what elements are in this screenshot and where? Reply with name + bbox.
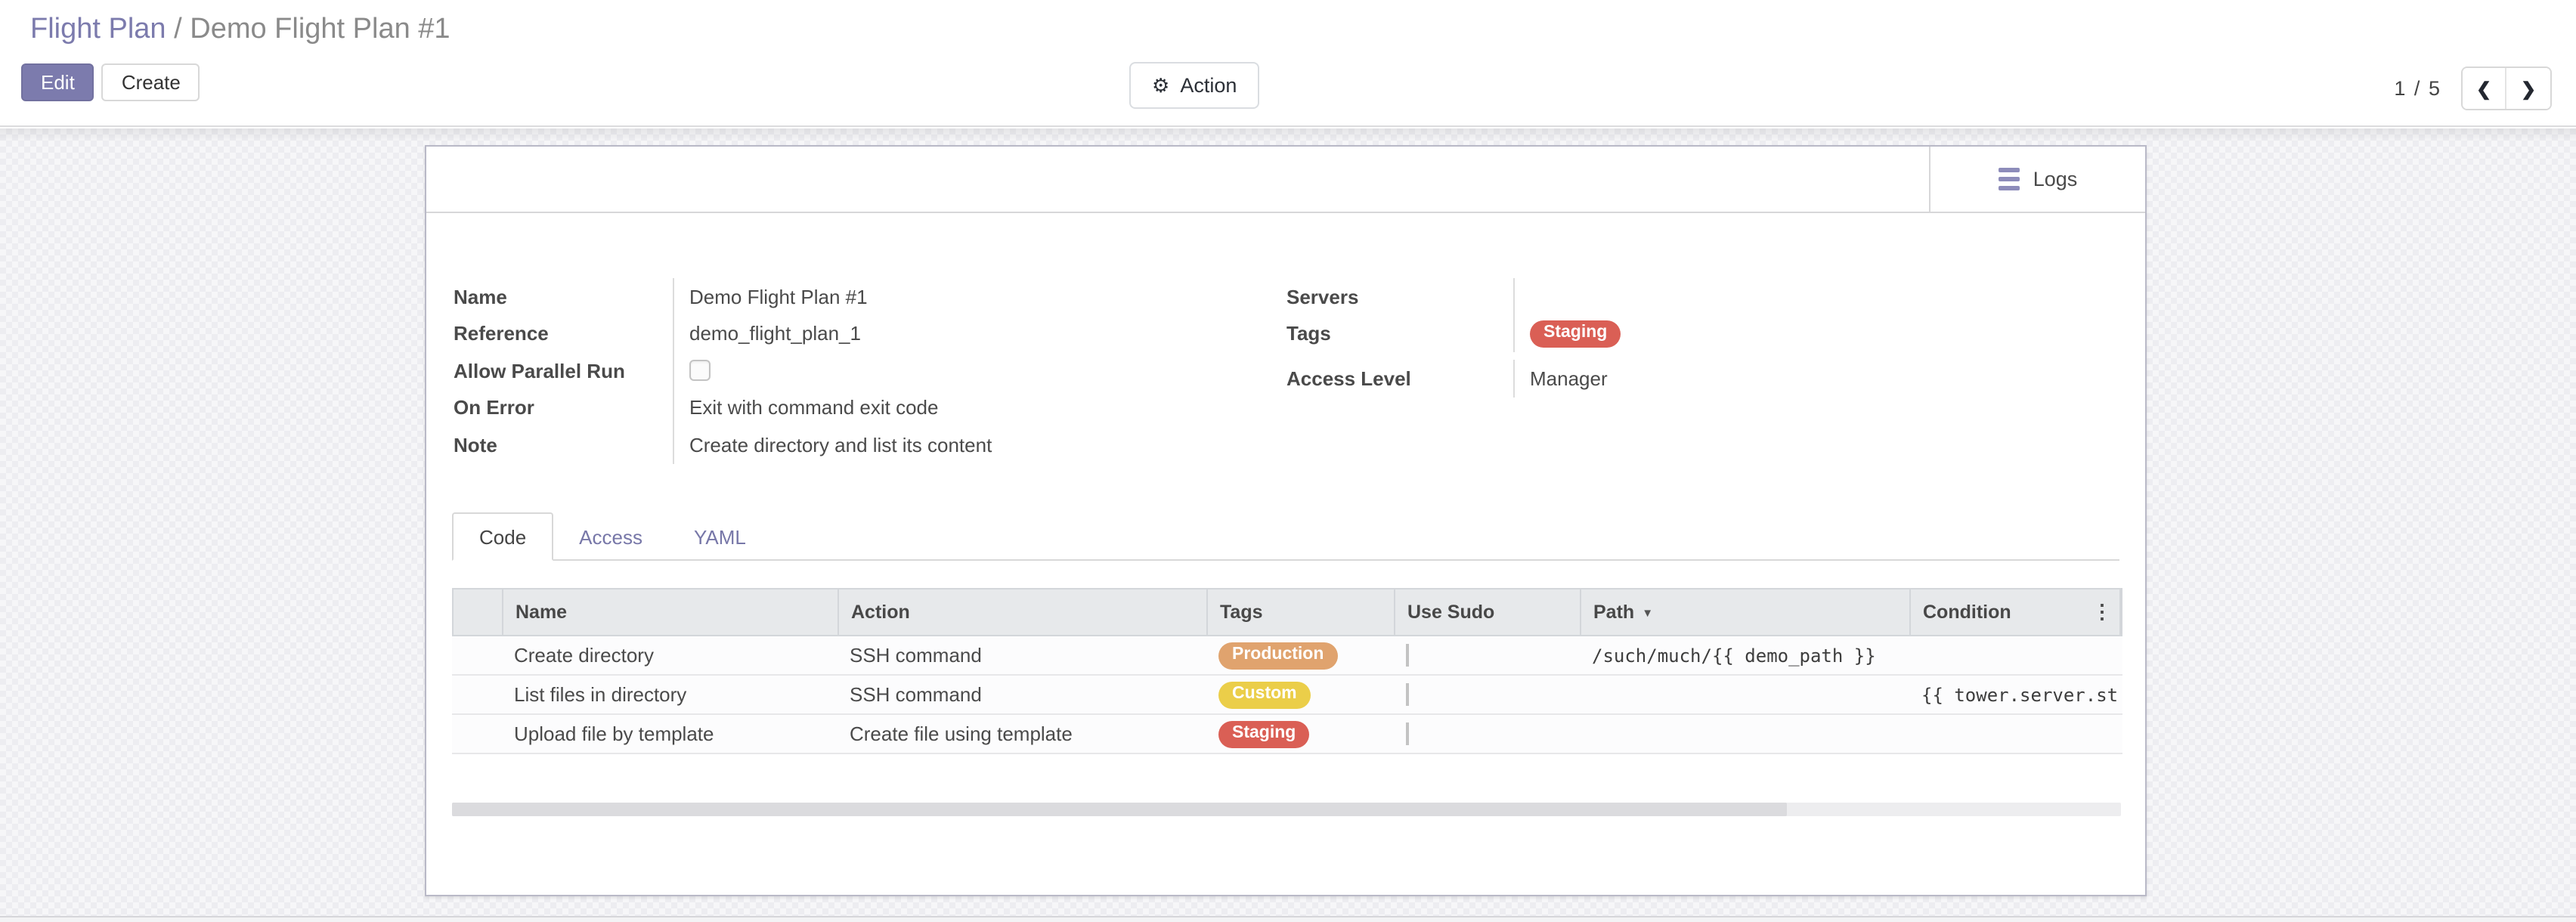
create-button[interactable]: Create	[101, 63, 200, 101]
notebook-tabs: Code Access YAML	[452, 512, 2119, 561]
on-error-value: Exit with command exit code	[673, 389, 1119, 426]
logs-button-label: Logs	[2033, 168, 2078, 190]
tab-code[interactable]: Code	[452, 512, 554, 561]
bottom-edge	[0, 916, 2576, 922]
logs-bars-icon	[1998, 167, 2020, 191]
field-note: Note Create directory and list its conte…	[454, 426, 1119, 463]
breadcrumb-parent-link[interactable]: Flight Plan	[30, 14, 166, 45]
content-area: Logs Name Demo Flight Plan #1 Reference …	[0, 128, 2576, 916]
action-button[interactable]: ⚙ Action	[1129, 62, 1260, 109]
scrollbar-thumb[interactable]	[452, 803, 1788, 816]
row-name-cell: List files in directory	[514, 683, 687, 706]
tag-badge-production: Production	[1218, 642, 1338, 670]
row-action-cell: Create file using template	[850, 722, 1073, 745]
table-row[interactable]: List files in directory SSH command Cust…	[452, 676, 2122, 715]
table-row[interactable]: Upload file by template Create file usin…	[452, 715, 2122, 754]
access-level-value: Manager	[1513, 360, 1937, 397]
breadcrumb-separator: /	[174, 14, 182, 45]
field-allow-parallel-run: Allow Parallel Run	[454, 352, 1119, 389]
use-sudo-checkbox[interactable]	[1406, 683, 1409, 706]
reference-label: Reference	[454, 322, 549, 345]
tag-badge-custom: Custom	[1218, 682, 1311, 709]
breadcrumb: Flight Plan / Demo Flight Plan #1	[30, 14, 450, 47]
gear-icon: ⚙	[1152, 74, 1170, 97]
access-level-label: Access Level	[1286, 367, 1411, 390]
name-value: Demo Flight Plan #1	[673, 278, 1119, 315]
field-access-level: Access Level Manager	[1286, 360, 1937, 397]
control-panel: Flight Plan / Demo Flight Plan #1 Edit C…	[0, 0, 2576, 127]
tags-label: Tags	[1286, 322, 1331, 345]
form-buttons: Edit Create	[21, 63, 200, 101]
horizontal-scrollbar	[452, 803, 2121, 816]
row-action-cell: SSH command	[850, 644, 982, 667]
column-header-name[interactable]: Name	[503, 589, 839, 635]
pager: 1 / 5 ❮ ❯	[2394, 67, 2552, 110]
row-action-cell: SSH command	[850, 683, 982, 706]
optional-columns-icon[interactable]: ⋮	[2092, 600, 2112, 623]
pager-next-button[interactable]: ❯	[2506, 68, 2550, 109]
column-header-condition[interactable]: Condition	[1911, 589, 2121, 635]
field-group-right: Servers Tags Staging Access Level Manage…	[1286, 278, 1937, 397]
column-header-use-sudo[interactable]: Use Sudo	[1395, 589, 1581, 635]
field-group-left: Name Demo Flight Plan #1 Reference demo_…	[454, 278, 1119, 463]
field-name: Name Demo Flight Plan #1	[454, 278, 1119, 315]
on-error-label: On Error	[454, 396, 534, 419]
logs-button[interactable]: Logs	[1929, 147, 2145, 212]
chevron-left-icon: ❮	[2475, 78, 2492, 99]
breadcrumb-current: Demo Flight Plan #1	[190, 14, 450, 45]
commands-table: Name Action Tags Use Sudo Path ▼ Conditi…	[452, 588, 2122, 754]
row-tags-cell: Production	[1206, 641, 1394, 670]
form-sheet: Logs Name Demo Flight Plan #1 Reference …	[425, 145, 2147, 896]
field-reference: Reference demo_flight_plan_1	[454, 315, 1119, 352]
use-sudo-checkbox[interactable]	[1406, 644, 1409, 667]
action-button-label: Action	[1180, 74, 1237, 97]
allow-parallel-run-checkbox[interactable]	[689, 360, 711, 382]
row-name-cell: Upload file by template	[514, 722, 714, 745]
servers-value	[1513, 278, 1937, 315]
row-use-sudo-cell	[1394, 722, 1580, 745]
allow-parallel-run-value	[673, 352, 1119, 389]
button-box: Logs	[426, 147, 2145, 213]
note-value: Create directory and list its content	[673, 426, 1119, 463]
chevron-right-icon: ❯	[2520, 78, 2537, 99]
reference-value: demo_flight_plan_1	[673, 315, 1119, 352]
row-tags-cell: Custom	[1206, 680, 1394, 709]
use-sudo-checkbox[interactable]	[1406, 722, 1409, 745]
column-header-tags[interactable]: Tags	[1208, 589, 1395, 635]
note-label: Note	[454, 433, 497, 456]
pager-previous-button[interactable]: ❮	[2463, 68, 2506, 109]
allow-parallel-run-label: Allow Parallel Run	[454, 359, 625, 382]
row-name-cell: Create directory	[514, 644, 654, 667]
tag-badge-staging: Staging	[1530, 320, 1621, 348]
column-handle	[454, 589, 503, 635]
column-header-path[interactable]: Path ▼	[1581, 589, 1911, 635]
tag-badge-staging: Staging	[1218, 721, 1310, 748]
field-on-error: On Error Exit with command exit code	[454, 389, 1119, 426]
sort-desc-icon: ▼	[1642, 605, 1654, 619]
servers-label: Servers	[1286, 285, 1359, 308]
row-use-sudo-cell	[1394, 683, 1580, 706]
name-label: Name	[454, 285, 507, 308]
pager-count[interactable]: 1 / 5	[2394, 77, 2441, 100]
tab-access[interactable]: Access	[579, 525, 642, 548]
field-tags: Tags Staging	[1286, 315, 1937, 352]
table-header: Name Action Tags Use Sudo Path ▼ Conditi…	[452, 588, 2122, 636]
column-header-action[interactable]: Action	[839, 589, 1208, 635]
pager-buttons: ❮ ❯	[2461, 67, 2552, 110]
row-tags-cell: Staging	[1206, 719, 1394, 748]
row-path-cell: /such/much/{{ demo_path }}	[1592, 645, 1876, 666]
field-servers: Servers	[1286, 278, 1937, 315]
row-condition-cell: {{ tower.server.st	[1921, 684, 2119, 705]
tags-value: Staging	[1513, 315, 1937, 352]
tab-yaml[interactable]: YAML	[693, 525, 746, 548]
row-use-sudo-cell	[1394, 644, 1580, 667]
table-row[interactable]: Create directory SSH command Production …	[452, 636, 2122, 676]
edit-button[interactable]: Edit	[21, 63, 94, 101]
